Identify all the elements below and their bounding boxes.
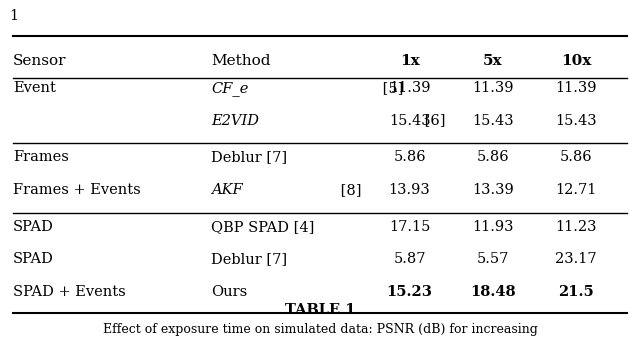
Text: SPAD: SPAD: [13, 252, 54, 266]
Text: CF_e: CF_e: [211, 81, 248, 96]
Text: 13.93: 13.93: [388, 183, 431, 197]
Text: 5.57: 5.57: [477, 252, 509, 266]
Text: 1: 1: [10, 8, 19, 22]
Text: Sensor: Sensor: [13, 54, 67, 68]
Text: 5.86: 5.86: [394, 150, 426, 164]
Text: [5]: [5]: [378, 81, 403, 95]
Text: Frames: Frames: [13, 150, 68, 164]
Text: Deblur [7]: Deblur [7]: [211, 252, 287, 266]
Text: E2VID: E2VID: [211, 114, 259, 128]
Text: 5.87: 5.87: [394, 252, 426, 266]
Text: Effect of exposure time on simulated data: PSNR (dB) for increasing: Effect of exposure time on simulated dat…: [102, 323, 538, 336]
Text: 11.39: 11.39: [389, 81, 430, 95]
Text: 15.43: 15.43: [472, 114, 514, 128]
Text: Deblur [7]: Deblur [7]: [211, 150, 287, 164]
Text: TABLE 1: TABLE 1: [285, 303, 355, 317]
Text: 21.5: 21.5: [558, 285, 594, 299]
Text: SPAD + Events: SPAD + Events: [13, 285, 125, 299]
Text: 15.43: 15.43: [555, 114, 597, 128]
Text: 11.23: 11.23: [556, 220, 596, 234]
Text: Frames + Events: Frames + Events: [13, 183, 141, 197]
Text: Ours: Ours: [211, 285, 248, 299]
Text: [8]: [8]: [336, 183, 362, 197]
Text: QBP SPAD [4]: QBP SPAD [4]: [211, 220, 315, 234]
Text: 13.39: 13.39: [472, 183, 514, 197]
Text: 18.48: 18.48: [470, 285, 516, 299]
Text: [6]: [6]: [420, 114, 445, 128]
Text: 5x: 5x: [483, 54, 502, 68]
Text: 12.71: 12.71: [556, 183, 596, 197]
Text: 10x: 10x: [561, 54, 591, 68]
Text: 5.86: 5.86: [477, 150, 509, 164]
Text: 5.86: 5.86: [560, 150, 592, 164]
Text: 11.39: 11.39: [556, 81, 596, 95]
Text: 1x: 1x: [400, 54, 419, 68]
Text: 11.93: 11.93: [472, 220, 513, 234]
Text: 23.17: 23.17: [555, 252, 597, 266]
Text: 15.43: 15.43: [388, 114, 431, 128]
Text: 11.39: 11.39: [472, 81, 513, 95]
Text: Event: Event: [13, 81, 56, 95]
Text: Method: Method: [211, 54, 271, 68]
Text: SPAD: SPAD: [13, 220, 54, 234]
Text: 15.23: 15.23: [387, 285, 433, 299]
Text: AKF: AKF: [211, 183, 243, 197]
Text: 17.15: 17.15: [389, 220, 430, 234]
